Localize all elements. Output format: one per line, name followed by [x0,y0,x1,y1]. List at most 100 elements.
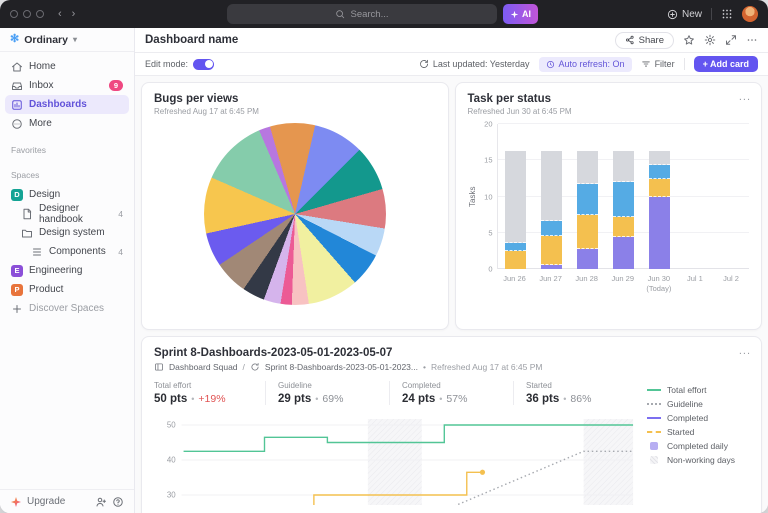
window-controls[interactable] [10,10,44,18]
filter-button[interactable]: Filter [641,59,675,69]
add-card-button[interactable]: + Add card [693,56,758,72]
sidebar-item-label: More [29,118,52,129]
new-button[interactable]: New [667,9,702,20]
spaces-section-label[interactable]: Spaces [11,170,40,180]
bar-jun-28 [569,124,605,269]
sidebar-nav: Home Inbox 9 Dashboards More [0,52,134,133]
apps-grid-icon[interactable] [721,8,733,20]
sidebar-item-inbox[interactable]: Inbox 9 [5,76,129,95]
settings-gear-icon[interactable] [704,34,716,46]
bar-segment-open-gray [540,150,562,222]
bar-segment-to-do-yellow [504,250,526,269]
sidebar-item-more[interactable]: More [5,114,129,133]
dashboard-toolbar: Edit mode: Last updated: Yesterday Auto … [135,53,768,76]
sidebar-item-design[interactable]: D Design [5,185,129,204]
page-title: Dashboard name [145,34,239,46]
line-total-effort [183,424,634,452]
sidebar-item-label: Discover Spaces [29,303,105,314]
x-tick: Jul 2 [723,274,739,283]
share-button[interactable]: Share [614,31,674,49]
sidebar-item-label: Dashboards [29,99,87,110]
card-sprint-burndown: Sprint 8-Dashboards-2023-05-01-2023-05-0… [141,336,762,513]
sidebar-item-design-system[interactable]: Design system [5,223,129,242]
bar-jun-29 [605,124,641,269]
last-updated[interactable]: Last updated: Yesterday [419,59,530,69]
invite-user-icon[interactable] [95,496,107,508]
y-tick: 20 [484,119,493,129]
sidebar-item-engineering[interactable]: E Engineering [5,261,129,280]
more-icon [11,118,23,130]
card-refreshed: Refreshed Jun 30 at 6:45 PM [467,107,572,116]
bar-segment-open-gray [576,150,598,185]
breadcrumb-sprint[interactable]: Sprint 8-Dashboards-2023-05-01-2023... [264,362,418,372]
bar-segment-open-gray [612,150,634,183]
board-icon [154,362,164,372]
ai-button[interactable]: AI [503,4,538,24]
upgrade-sparkle-icon [10,496,22,508]
y-tick: 5 [488,228,493,238]
space-avatar: D [11,188,23,201]
legend-item-non-working-days: Non-working days [647,453,749,467]
sidebar-item-label: Product [29,284,64,295]
bar-segment-review-blue [540,221,562,236]
more-ellipsis-icon[interactable] [746,34,758,46]
stat-completed: Completed 24 pts • 57% [389,381,513,405]
workspace-switcher[interactable]: ✻ Ordinary ▾ [0,28,134,52]
item-count: 4 [118,208,123,219]
user-avatar[interactable] [742,6,758,22]
sidebar-item-product[interactable]: P Product [5,280,129,299]
sidebar-item-discover-spaces[interactable]: Discover Spaces [5,299,129,318]
y-tick: 40 [167,455,176,464]
sidebar-item-dashboards[interactable]: Dashboards [5,95,129,114]
breadcrumb-project[interactable]: Dashboard Squad [169,362,238,372]
sidebar-item-designer-handbook[interactable]: Designer handbook 4 [5,202,129,225]
favorites-section-label[interactable]: Favorites [11,145,46,155]
y-tick: 0 [488,264,493,274]
stacked-bar-chart: Tasks 0 5 10 15 20 Jun 26 Jun 27 Jun 28 Jun 29 J… [468,120,749,296]
burndown-chart: 50 40 30 [154,413,637,505]
y-tick: 30 [167,490,176,499]
search-input[interactable]: Search... [227,4,497,24]
legend-item-completed: Completed [647,411,749,425]
line-guideline [454,450,634,505]
x-tick: Jun 27 [539,274,562,283]
edit-mode-toggle[interactable] [193,58,215,70]
line-started [313,471,483,505]
filter-icon [641,59,651,69]
share-icon [625,35,635,45]
bar-segment-in-progress-purple [648,196,670,269]
card-refreshed: Refreshed Aug 17 at 6:45 PM [154,107,259,116]
search-icon [335,9,345,19]
breadcrumb: Dashboard Squad / Sprint 8-Dashboards-20… [154,362,749,372]
upgrade-button[interactable]: Upgrade [27,496,66,507]
sparkle-icon [510,10,519,19]
list-icon [31,246,43,258]
sidebar-item-components[interactable]: Components 4 [5,242,129,261]
search-placeholder: Search... [350,8,389,20]
fullscreen-icon[interactable] [725,34,737,46]
chevron-down-icon: ▾ [72,35,77,44]
legend-item-guideline: Guideline [647,397,749,411]
stat-total-effort: Total effort 50 pts • +19% [154,381,226,405]
clock-refresh-icon [546,60,555,69]
favorite-star-icon[interactable] [683,34,695,46]
pie-chart [203,123,386,305]
bar-segment-in-progress-purple [612,237,634,269]
card-bugs-per-views: Bugs per views Refreshed Aug 17 at 6:45 … [141,82,449,330]
dashboards-icon [11,99,23,111]
sprint-icon [250,362,260,372]
auto-refresh-pill[interactable]: Auto refresh: On [538,56,632,72]
forward-icon[interactable]: › [71,8,76,20]
bar-segment-open-gray [648,150,670,165]
card-menu-icon[interactable]: ... [738,345,751,357]
sidebar-item-home[interactable]: Home [5,57,129,76]
inbox-icon [11,80,23,92]
sidebar-item-label: Designer handbook [39,202,83,225]
x-tick: Jun 29 [611,274,635,283]
card-menu-icon[interactable]: ... [738,91,751,103]
divider [711,8,712,20]
bar-segment-to-do-yellow [648,179,670,197]
dashboard-content: Bugs per views Refreshed Aug 17 at 6:45 … [135,76,768,513]
help-icon[interactable] [112,496,124,508]
back-icon[interactable]: ‹ [58,8,62,20]
